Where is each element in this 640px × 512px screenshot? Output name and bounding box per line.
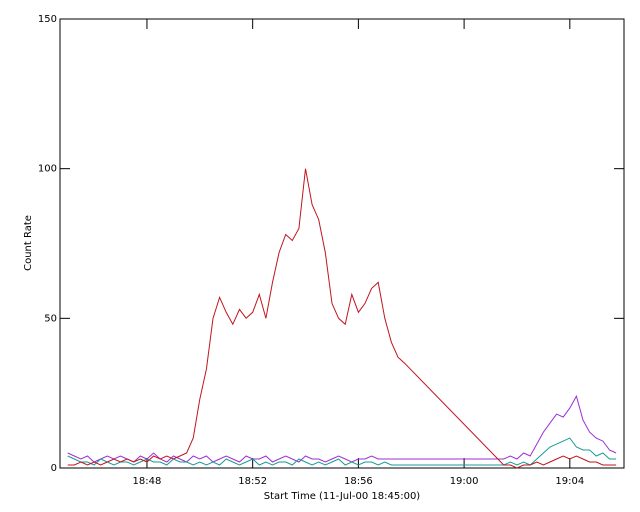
- y-axis-label: Count Rate: [23, 215, 34, 271]
- y-tick-label: 100: [38, 164, 57, 175]
- x-tick-label: 18:48: [133, 476, 162, 487]
- x-tick-label: 19:04: [555, 476, 584, 487]
- x-tick-label: 19:00: [450, 476, 479, 487]
- series-line: [67, 168, 617, 469]
- x-axis-label: Start Time (11-Jul-00 18:45:00): [264, 491, 421, 502]
- x-tick-label: 18:56: [344, 476, 373, 487]
- x-tick-label: 18:52: [238, 476, 267, 487]
- y-tick-label: 0: [51, 463, 57, 474]
- y-tick-label: 50: [44, 313, 57, 324]
- plot-frame: [59, 18, 625, 469]
- y-tick-label: 150: [38, 14, 57, 25]
- series-line: [67, 394, 617, 463]
